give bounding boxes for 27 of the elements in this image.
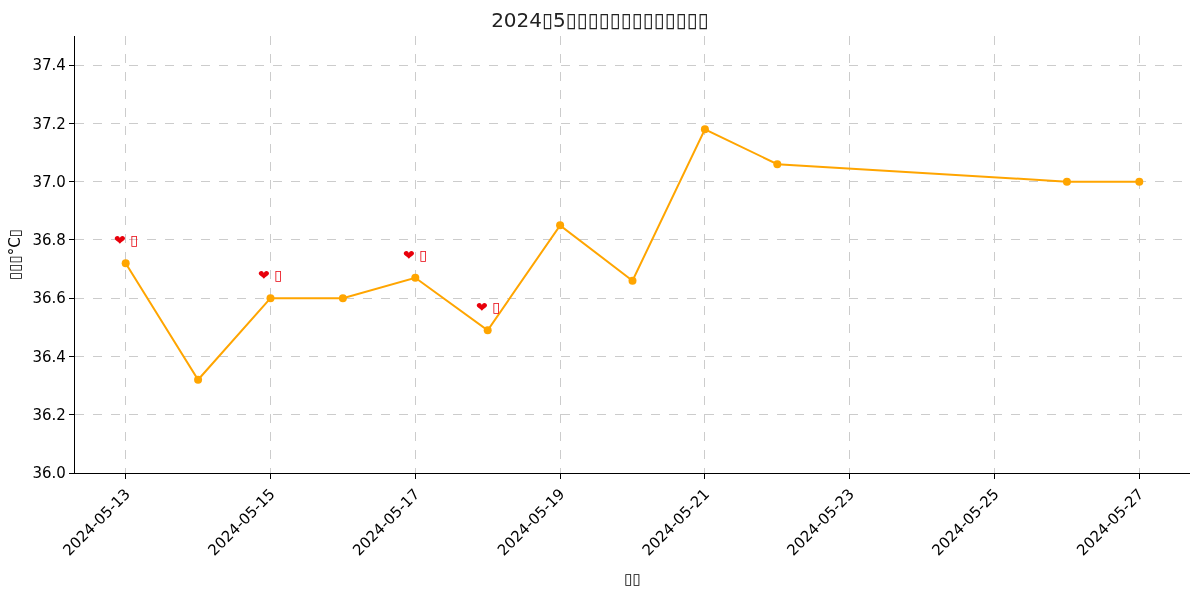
x-axis-title: ▯▯: [624, 570, 641, 589]
point: [556, 221, 565, 230]
point: [1062, 177, 1071, 186]
y-tick-label: 37.4: [32, 56, 66, 75]
y-tick-label: 36.2: [32, 405, 66, 424]
point: [1135, 177, 1144, 186]
y-tick-label: 36.4: [32, 347, 66, 366]
annotation: ❤ ▯: [114, 232, 138, 248]
y-tick-label: 36.0: [32, 464, 66, 483]
point: [266, 294, 275, 303]
y-tick-label: 37.2: [32, 114, 66, 133]
point: [338, 294, 347, 303]
y-tick-label: 36.8: [32, 231, 66, 250]
y-axis-title: ▯▯▯°C▯: [5, 229, 24, 280]
point: [121, 259, 130, 268]
annotation: ❤ ▯: [476, 299, 500, 315]
point: [483, 326, 492, 335]
point: [700, 125, 709, 134]
y-tick-label: 37.0: [32, 172, 66, 191]
point: [628, 276, 637, 285]
point: [773, 160, 782, 169]
y-tick-label: 36.6: [32, 289, 66, 308]
chart-title: 2024▯5▯▯▯▯▯▯▯▯▯▯▯▯▯: [491, 8, 709, 32]
annotation: ❤ ▯: [258, 267, 282, 283]
point: [411, 273, 420, 282]
point: [194, 375, 203, 384]
annotation: ❤ ▯: [403, 247, 427, 263]
